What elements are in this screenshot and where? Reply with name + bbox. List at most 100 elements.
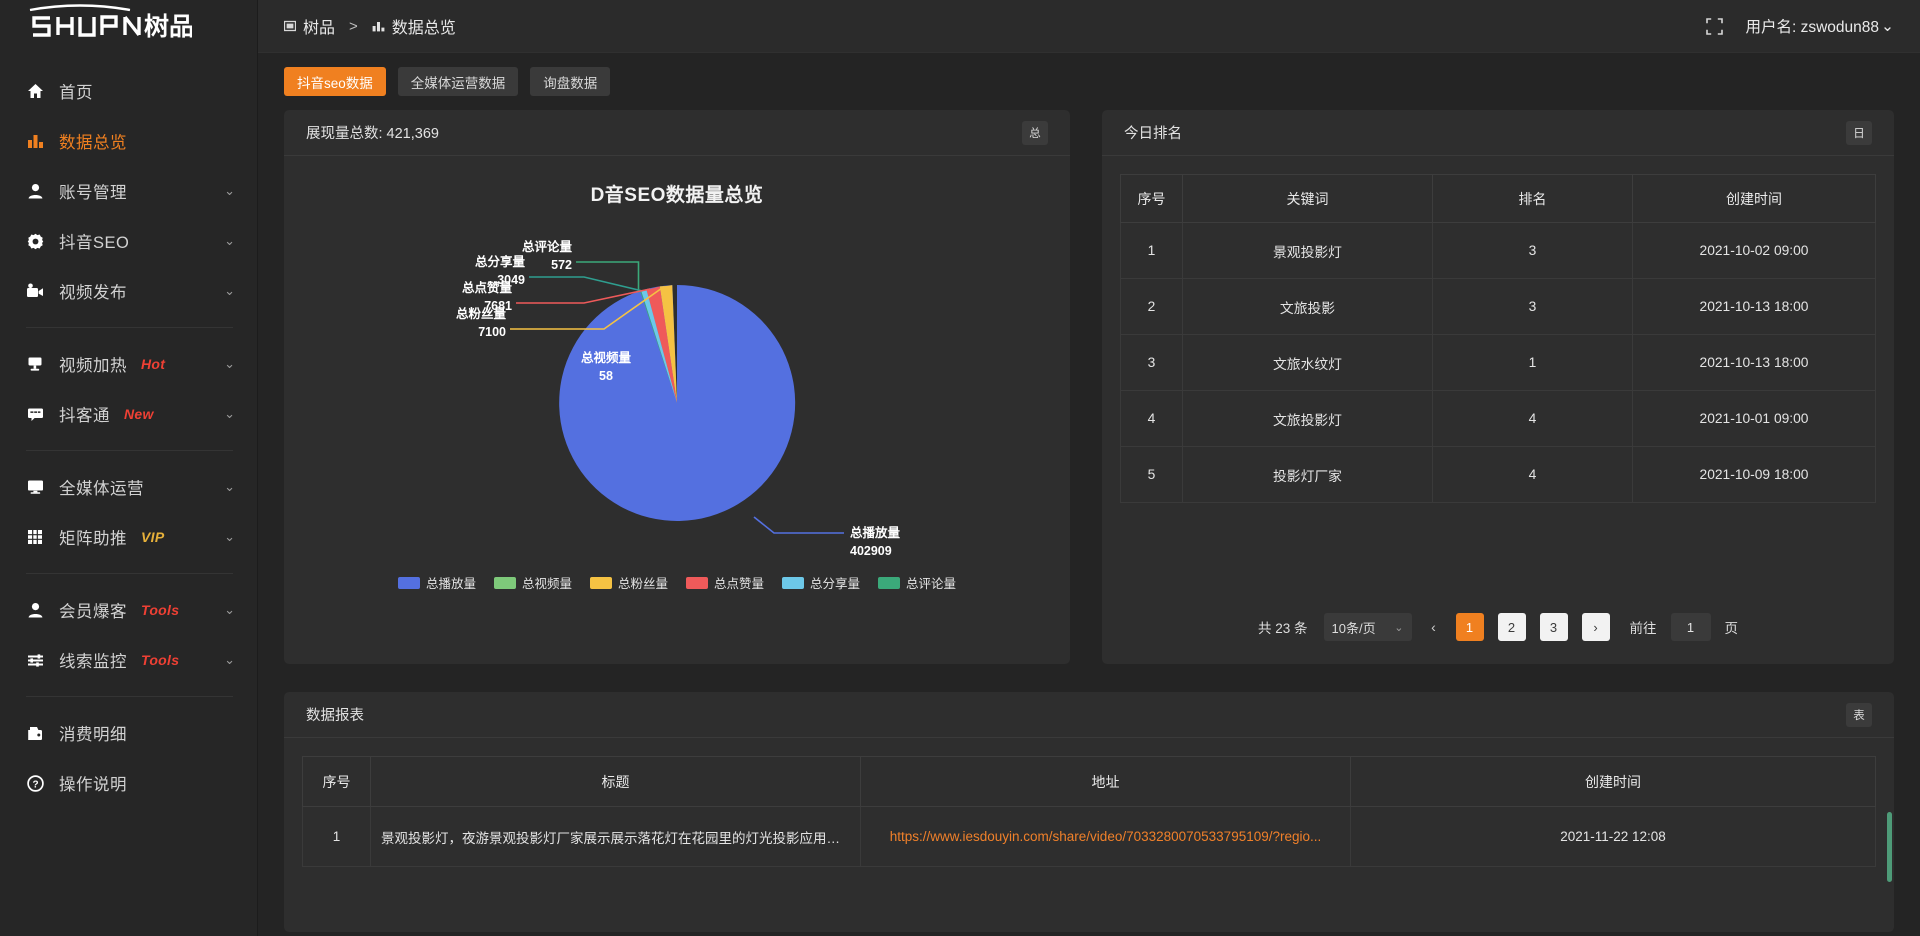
legend-item[interactable]: 总粉丝量 xyxy=(589,573,668,592)
sidebar-item-omnimedia[interactable]: 全媒体运营 ⌄ xyxy=(0,462,257,512)
legend-item[interactable]: 总分享量 xyxy=(782,573,860,592)
sidebar-item-label: 消费明细 xyxy=(59,726,127,744)
sidebar-item-data-overview[interactable]: 数据总览 xyxy=(0,116,257,166)
pie-callout-value-3: 7100 xyxy=(478,325,506,339)
pagination-total: 共 23 条 xyxy=(1257,621,1308,636)
cell-rank: 3 xyxy=(1432,278,1633,335)
sidebar-item-label: 矩阵助推 xyxy=(59,530,127,548)
page-unit-label: 页 xyxy=(1724,621,1739,636)
table-row[interactable]: 2 文旅投影 3 2021-10-13 18:00 xyxy=(1120,278,1876,335)
pie-card-badge[interactable]: 总 xyxy=(1022,120,1048,145)
pie-chart-svg[interactable]: 总评论量 572 总分享量 3049 总点赞量 7681 总粉丝量 7100 总… xyxy=(284,207,1070,567)
rank-card-title: 今日排名 xyxy=(1124,126,1182,142)
sidebar-item-label: 数据总览 xyxy=(59,134,127,152)
report-table-wrap: 序号 标题 地址 创建时间 1 景观投影灯，夜游景观投影灯厂家展示展示落花灯在花… xyxy=(284,738,1894,867)
legend-item[interactable]: 总播放量 xyxy=(397,573,476,592)
pie-callout-label-0: 总评论量 xyxy=(522,239,573,254)
home-icon xyxy=(24,81,46,101)
question-icon: ? xyxy=(24,773,46,793)
bar-chart-icon xyxy=(372,20,385,32)
grid-icon xyxy=(24,527,46,547)
cell-rank: 4 xyxy=(1432,446,1633,503)
page-size-select[interactable]: 10条/页 ⌄ xyxy=(1323,613,1412,641)
sidebar-item-instructions[interactable]: ? 操作说明 xyxy=(0,758,257,808)
topbar-right: 用户名: zswodun88 ⌄ xyxy=(1706,15,1894,37)
vertical-scrollbar[interactable] xyxy=(1887,812,1892,882)
pie-callout-label-4: 总视频量 xyxy=(581,350,632,365)
user-icon xyxy=(24,181,46,201)
legend-item[interactable]: 总评论量 xyxy=(878,573,956,592)
breadcrumb-current-label: 数据总览 xyxy=(391,20,456,37)
table-row[interactable]: 5 投影灯厂家 4 2021-10-09 18:00 xyxy=(1120,446,1876,503)
breadcrumb-current[interactable]: 数据总览 xyxy=(372,14,456,38)
sidebar-item-douketong[interactable]: 抖客通 New ⌄ xyxy=(0,389,257,439)
cell-no: 5 xyxy=(1120,446,1183,503)
tab-douyin-seo-data[interactable]: 抖音seo数据 xyxy=(284,67,386,96)
sidebar-item-label: 首页 xyxy=(59,84,93,102)
page-button-2[interactable]: 2 xyxy=(1497,613,1526,641)
sidebar-item-badge: New xyxy=(124,406,154,422)
legend-label: 总播放量 xyxy=(425,577,476,591)
sidebar-divider xyxy=(26,327,233,328)
table-row[interactable]: 3 文旅水纹灯 1 2021-10-13 18:00 xyxy=(1120,334,1876,391)
sidebar-item-member-traffic[interactable]: 会员爆客 Tools ⌄ xyxy=(0,585,257,635)
rank-card-badge[interactable]: 日 xyxy=(1846,120,1872,145)
report-url-link[interactable]: https://www.iesdouyin.com/share/video/70… xyxy=(889,829,1322,844)
cell-time: 2021-11-22 12:08 xyxy=(1350,806,1876,867)
legend-color-swatch xyxy=(493,576,516,589)
column-header-keyword: 关键词 xyxy=(1182,174,1433,223)
brand-logo[interactable]: 树品 xyxy=(0,0,257,52)
legend-item[interactable]: 总点赞量 xyxy=(686,573,764,592)
monitor-icon xyxy=(24,477,46,497)
breadcrumb-root[interactable]: 树品 xyxy=(284,14,335,38)
cell-no: 1 xyxy=(302,806,371,867)
sidebar-divider xyxy=(26,450,233,451)
svg-text:树品: 树品 xyxy=(144,13,192,41)
sidebar-item-home[interactable]: 首页 xyxy=(0,66,257,116)
sidebar-item-consumption-detail[interactable]: 消费明细 xyxy=(0,708,257,758)
legend-color-swatch xyxy=(589,576,612,589)
sidebar-item-video-boost[interactable]: 视频加热 Hot ⌄ xyxy=(0,339,257,389)
sidebar-item-account-management[interactable]: 账号管理 ⌄ xyxy=(0,166,257,216)
sidebar-item-matrix-boost[interactable]: 矩阵助推 VIP ⌄ xyxy=(0,512,257,562)
report-card-badge[interactable]: 表 xyxy=(1846,702,1872,727)
tab-omnimedia-data[interactable]: 全媒体运营数据 xyxy=(397,67,519,96)
legend-label: 总评论量 xyxy=(906,577,957,591)
legend-label: 总分享量 xyxy=(810,577,861,591)
cell-time: 2021-10-13 18:00 xyxy=(1632,334,1876,391)
table-row[interactable]: 1 景观投影灯，夜游景观投影灯厂家展示展示落花灯在花园里的灯光投影应用效果 # … xyxy=(302,806,1876,867)
page-button-3[interactable]: 3 xyxy=(1539,613,1568,641)
pie-callout-value-5: 402909 xyxy=(850,544,892,558)
page-size-value: 10条/页 xyxy=(1331,620,1376,636)
pie-callout-label-2: 总点赞量 xyxy=(462,280,513,295)
prev-page-button[interactable]: ‹ xyxy=(1431,619,1436,635)
cell-keyword: 投影灯厂家 xyxy=(1182,446,1433,503)
sidebar-item-douyin-seo[interactable]: 抖音SEO ⌄ xyxy=(0,216,257,266)
legend-item[interactable]: 总视频量 xyxy=(493,573,572,592)
breadcrumb-separator: > xyxy=(349,17,358,35)
goto-page-input[interactable] xyxy=(1670,613,1711,641)
tab-inquiry-data[interactable]: 询盘数据 xyxy=(530,67,611,96)
column-header-time: 创建时间 xyxy=(1632,174,1876,223)
member-icon xyxy=(24,600,46,620)
fullscreen-icon[interactable] xyxy=(1706,17,1724,35)
sidebar-item-label: 视频加热 xyxy=(59,357,127,375)
sidebar-divider xyxy=(26,573,233,574)
column-header-no: 序号 xyxy=(1120,174,1183,223)
sidebar-item-label: 账号管理 xyxy=(59,184,127,202)
rank-card-header: 今日排名 日 xyxy=(1102,110,1894,156)
next-page-button[interactable]: › xyxy=(1581,613,1610,641)
content-area: 展现量总数: 421,369 总 D音SEO数据量总览 xyxy=(258,110,1920,936)
cell-rank: 1 xyxy=(1432,334,1633,391)
sidebar-item-video-publish[interactable]: 视频发布 ⌄ xyxy=(0,266,257,316)
table-header-row: 序号 标题 地址 创建时间 xyxy=(302,756,1876,807)
table-row[interactable]: 4 文旅投影灯 4 2021-10-01 09:00 xyxy=(1120,390,1876,447)
pie-callout-label-1: 总分享量 xyxy=(475,254,526,269)
table-row[interactable]: 1 景观投影灯 3 2021-10-02 09:00 xyxy=(1120,222,1876,279)
cell-time: 2021-10-13 18:00 xyxy=(1632,278,1876,335)
sidebar-item-lead-monitor[interactable]: 线索监控 Tools ⌄ xyxy=(0,635,257,685)
pagination: 共 23 条 10条/页 ⌄ ‹ 1 2 3 › 前往 页 xyxy=(1102,590,1894,664)
legend-color-swatch xyxy=(782,576,805,589)
page-button-1[interactable]: 1 xyxy=(1455,613,1484,641)
user-menu[interactable]: 用户名: zswodun88 ⌄ xyxy=(1745,15,1894,37)
